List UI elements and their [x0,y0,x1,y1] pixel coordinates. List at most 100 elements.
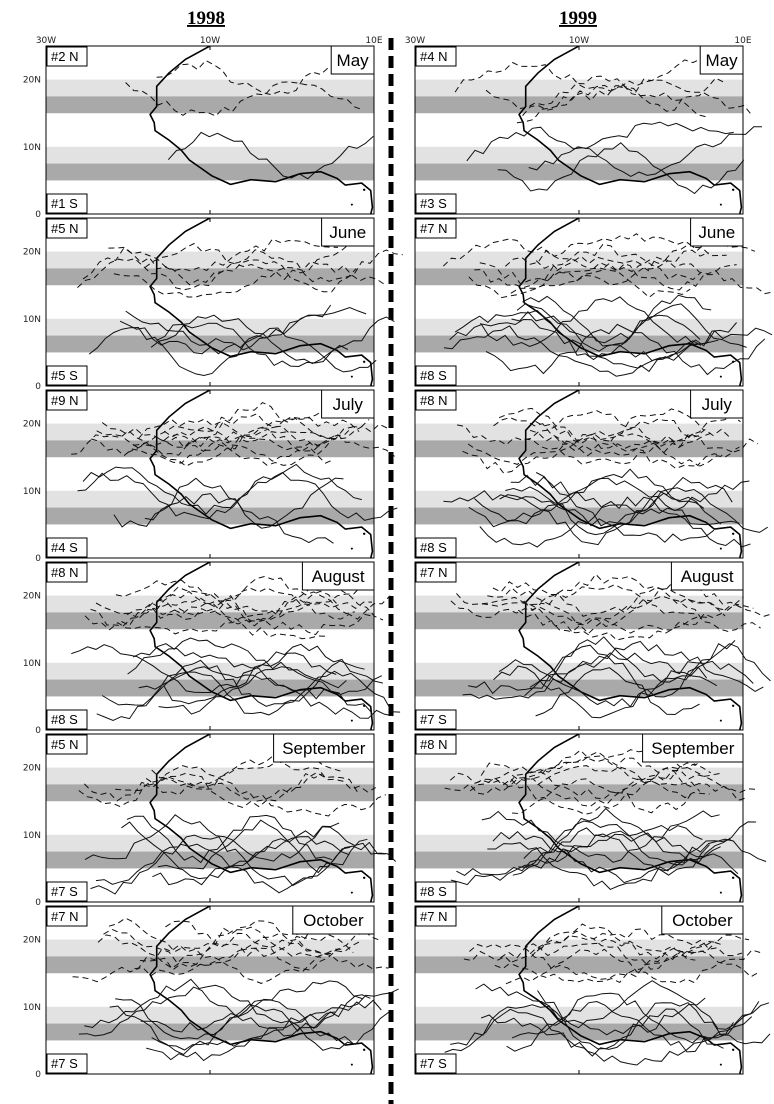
island [362,360,366,364]
island [719,547,722,550]
north-count-label: #9 N [51,393,78,408]
island [719,891,722,894]
north-count-label-box [415,562,457,583]
month-label-box [321,389,375,419]
lon-tick-label: 10W [200,36,220,46]
north-count-label: #7 N [420,565,447,580]
north-track [493,417,740,453]
month-label: September [282,739,365,758]
south-count-label: #7 S [420,712,447,727]
lat-tick-label: 20N [23,420,41,430]
south-track [163,652,337,705]
south-count-label-box [46,881,88,902]
year-title-1998: 1998 [187,8,225,29]
map-layer [442,218,774,386]
north-track [91,431,395,464]
month-label: August [312,567,365,586]
north-track [529,429,695,457]
south-band-dark [415,163,743,181]
north-track [485,75,725,112]
lon-tick-label: 10W [569,36,589,46]
north-count-label: #5 N [51,737,78,752]
north-track [456,410,712,449]
island [350,719,353,722]
north-track [97,932,361,971]
north-track [512,778,693,815]
south-track [528,121,734,171]
month-label: May [337,51,370,70]
south-track [126,814,333,864]
north-track [78,772,359,809]
lat-tick-label: 10N [23,487,41,497]
coastline [518,906,743,1074]
lon-tick-label: 10E [365,36,382,46]
south-track [150,322,349,368]
south-track [144,493,334,544]
island [350,375,353,378]
north-track [454,58,735,94]
south-count-label-box [46,193,88,214]
north-track [456,573,744,612]
south-track [132,637,347,689]
north-count-label-box [415,218,457,239]
south-track [462,652,718,700]
south-track [450,1002,771,1050]
north-track [462,433,759,474]
panel-grid: 20N 10N 0 30W 10W 10E #2 N #1 S May 20N 10N 0 30W 10W… [23,36,774,1080]
south-count-label: #5 S [51,368,78,383]
south-track [524,643,771,698]
north-track [469,777,701,815]
south-count-label-box [46,1053,88,1074]
north-track [144,242,367,281]
lat-tick-label: 20N [23,764,41,774]
north-track [530,938,696,961]
lat-tick-label: 10N [23,1003,41,1013]
south-count-label: #3 S [420,196,447,211]
south-track [506,1000,770,1053]
south-track [499,492,722,546]
north-track [134,939,389,977]
panel-1998-july: 20N 10N 0 #9 N #4 S July [23,389,398,564]
island [731,188,735,192]
south-track [523,807,721,861]
south-track [71,643,384,693]
south-count-label: #7 S [51,884,78,899]
lat-tick-label: 0 [35,1070,41,1080]
north-count-label-box [415,46,457,67]
south-track [119,306,367,355]
island [731,876,735,880]
coastline [149,906,374,1074]
south-band-dark [46,679,374,697]
map-layer [125,46,374,214]
south-band-dark [46,163,374,181]
month-label: October [672,911,733,930]
lat-tick-label: 0 [35,210,41,220]
month-label-box [690,389,744,419]
south-band-dark [415,1023,743,1041]
south-count-label: #4 S [51,540,78,555]
north-count-label-box [46,218,88,239]
north-track [467,430,723,466]
north-count-label-box [46,46,88,67]
south-count-label-box [415,193,457,214]
month-label-box [301,561,375,591]
island [731,532,735,536]
south-track [146,1011,335,1062]
island [362,1048,366,1052]
north-track [517,609,707,641]
north-track [516,85,706,124]
north-count-label-box [46,390,88,411]
lat-tick-label: 20N [23,936,41,946]
south-track [535,667,700,717]
month-label-box [273,733,375,763]
north-track [133,423,388,462]
north-track [500,923,714,961]
south-track [444,1008,724,1057]
panel-1998-september: 20N 10N 0 #5 N #7 S September [23,733,397,908]
south-track [443,325,773,377]
island [362,876,366,880]
north-band-dark [46,784,374,802]
south-track [480,1014,753,1066]
